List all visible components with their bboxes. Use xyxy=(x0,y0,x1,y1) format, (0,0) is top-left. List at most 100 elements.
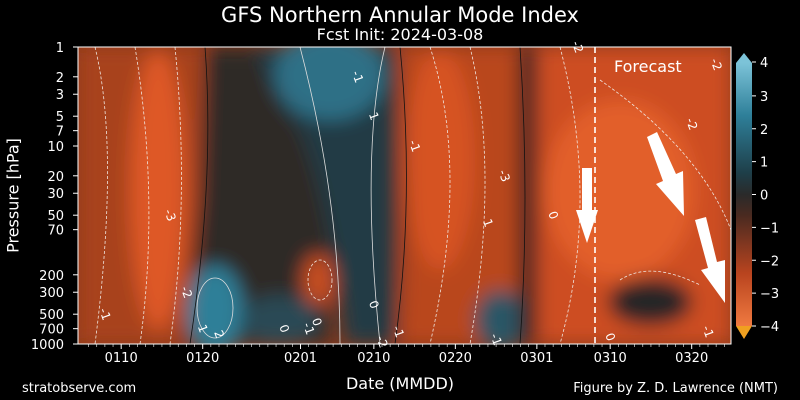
colorbar-gradient xyxy=(736,63,752,326)
y-tick-label: 7 xyxy=(56,125,64,140)
annotation-arrows xyxy=(576,132,725,303)
region-upper-positive xyxy=(275,47,385,120)
contour-label: -2 xyxy=(708,56,725,72)
contour-label: -2 xyxy=(683,116,700,132)
x-tick-label: 0210 xyxy=(357,351,390,366)
colorbar-tick-label: 0 xyxy=(760,189,768,204)
contour-label: -1 xyxy=(349,69,366,85)
contour-line xyxy=(94,47,108,344)
x-tick-label: 0220 xyxy=(439,351,472,366)
region-mar-neutral xyxy=(518,47,536,344)
colorbar-tick-label: 1 xyxy=(760,156,768,171)
contour-line xyxy=(469,47,486,344)
x-tick-label: 0301 xyxy=(520,351,553,366)
region-low-negative xyxy=(302,254,334,306)
y-tick-label: 30 xyxy=(47,187,64,202)
y-tick-label: 70 xyxy=(47,224,64,239)
region-jan-min xyxy=(130,50,186,330)
source-credit: stratobserve.com xyxy=(22,381,137,396)
contour-line xyxy=(134,47,150,344)
contour-label: -2 xyxy=(178,284,195,300)
contour-line xyxy=(189,47,209,344)
region-low-positive xyxy=(187,265,243,344)
contour-line xyxy=(299,47,341,344)
contour-line xyxy=(196,277,234,339)
contour-line xyxy=(370,47,386,344)
contour-line xyxy=(394,47,407,344)
plot-frame xyxy=(77,46,732,345)
y-tick-label: 50 xyxy=(47,209,64,224)
contour-label: 0 xyxy=(366,299,382,311)
chart-subtitle: Fcst Init: 2024-03-08 xyxy=(316,25,484,44)
contour-label: 0 xyxy=(309,316,325,328)
contour-label: 2 xyxy=(211,328,227,340)
y-tick-label: 2 xyxy=(56,71,64,86)
colorbar-tick-label: −3 xyxy=(760,287,779,302)
colorbar-tick-label: 4 xyxy=(760,56,768,71)
contour-label: -3 xyxy=(496,168,513,184)
contour-label: -1 xyxy=(300,321,317,337)
arrow-mark xyxy=(695,217,725,303)
contour-label: 1 xyxy=(480,217,496,229)
colorbar-bottom-extension xyxy=(736,326,752,339)
colorbar-tick-label: 3 xyxy=(760,90,768,105)
y-tick-label: 200 xyxy=(39,269,64,284)
contour-label: 0 xyxy=(602,331,618,343)
x-tick-label: 0201 xyxy=(284,351,317,366)
forecast-label: Forecast xyxy=(614,57,682,76)
arrow-mark xyxy=(647,132,684,216)
region-low-weak-positive xyxy=(240,295,320,344)
chart-title: GFS Northern Annular Mode Index xyxy=(221,3,579,27)
contour-line xyxy=(429,47,451,344)
contour-label: -1 xyxy=(96,306,113,322)
colorbar: 4 3 2 1 0 −1 −2 −3 −4 xyxy=(736,53,779,339)
y-tick-label: 10 xyxy=(47,140,64,155)
y-tick-label: 500 xyxy=(39,308,64,323)
y-tick-label: 1 xyxy=(56,41,64,56)
x-axis-label: Date (MMDD) xyxy=(345,374,455,393)
colorbar-tick-label: −4 xyxy=(760,320,779,335)
contour-line xyxy=(519,47,526,344)
x-tick-label: 0120 xyxy=(186,351,219,366)
arrow-mark xyxy=(576,168,598,243)
colorbar-tick-label: 2 xyxy=(760,123,768,138)
y-tick-label: 3 xyxy=(56,88,64,103)
contour-label: 0 xyxy=(545,209,561,221)
colorbar-tick-label: −2 xyxy=(760,254,779,269)
x-tick-label: 0310 xyxy=(594,351,627,366)
contour-line xyxy=(307,259,333,301)
region-late-feb-positive xyxy=(475,290,525,344)
y-tick-label: 300 xyxy=(39,286,64,301)
contour-label: -2 xyxy=(569,39,586,55)
contour-label: -3 xyxy=(161,207,178,223)
contour-line xyxy=(559,47,581,344)
region-forecast-neutral xyxy=(608,278,692,326)
y-tick-label: 5 xyxy=(56,110,64,125)
region-feb-positive xyxy=(255,47,395,344)
contour-label: 1 xyxy=(195,323,211,335)
x-tick-label: 0110 xyxy=(105,351,138,366)
x-tick-label: 0320 xyxy=(675,351,708,366)
contour-label: -1 xyxy=(487,331,504,347)
contour-label: -1 xyxy=(406,138,423,154)
contour-label: -1 xyxy=(390,324,407,340)
contour-line xyxy=(169,47,182,344)
y-tick-label: 20 xyxy=(47,170,64,185)
author-credit: Figure by Z. D. Lawrence (NMT) xyxy=(573,381,778,396)
colorbar-tick-label: −1 xyxy=(760,221,779,236)
contour-lines xyxy=(94,47,731,344)
contour-label: 0 xyxy=(276,323,292,335)
contour-label: -1 xyxy=(699,324,716,340)
y-tick-label: 1000 xyxy=(31,338,64,353)
contour-label: 1 xyxy=(366,110,382,122)
x-axis: 0110 0120 0201 0210 0220 0301 0310 0320 xyxy=(88,344,725,366)
region-feb-min xyxy=(405,50,475,270)
contour-line xyxy=(599,79,731,231)
contour-label: -2 xyxy=(373,334,390,350)
contour-line xyxy=(619,270,701,286)
colorbar-ticks: 4 3 2 1 0 −1 −2 −3 −4 xyxy=(752,56,779,335)
y-tick-label: 700 xyxy=(39,323,64,338)
